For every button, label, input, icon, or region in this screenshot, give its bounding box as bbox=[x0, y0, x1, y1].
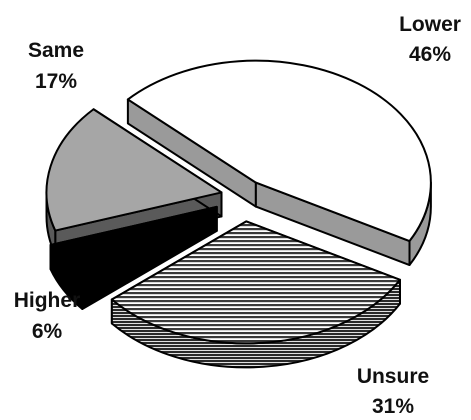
slice-label-higher: Higher bbox=[14, 289, 81, 312]
slice-value-lower: 46% bbox=[409, 43, 451, 66]
slice-same bbox=[45, 108, 223, 232]
slice-value-higher: 6% bbox=[32, 320, 63, 343]
slice-lower bbox=[126, 59, 432, 243]
slice-higher bbox=[49, 205, 218, 287]
slice-value-same: 17% bbox=[35, 70, 77, 93]
slice-label-lower: Lower bbox=[399, 13, 461, 36]
slice-unsure bbox=[110, 220, 401, 345]
pie-slices bbox=[45, 59, 432, 369]
slice-label-unsure: Unsure bbox=[357, 365, 429, 388]
slice-value-unsure: 31% bbox=[372, 395, 414, 418]
slice-label-same: Same bbox=[28, 39, 84, 62]
